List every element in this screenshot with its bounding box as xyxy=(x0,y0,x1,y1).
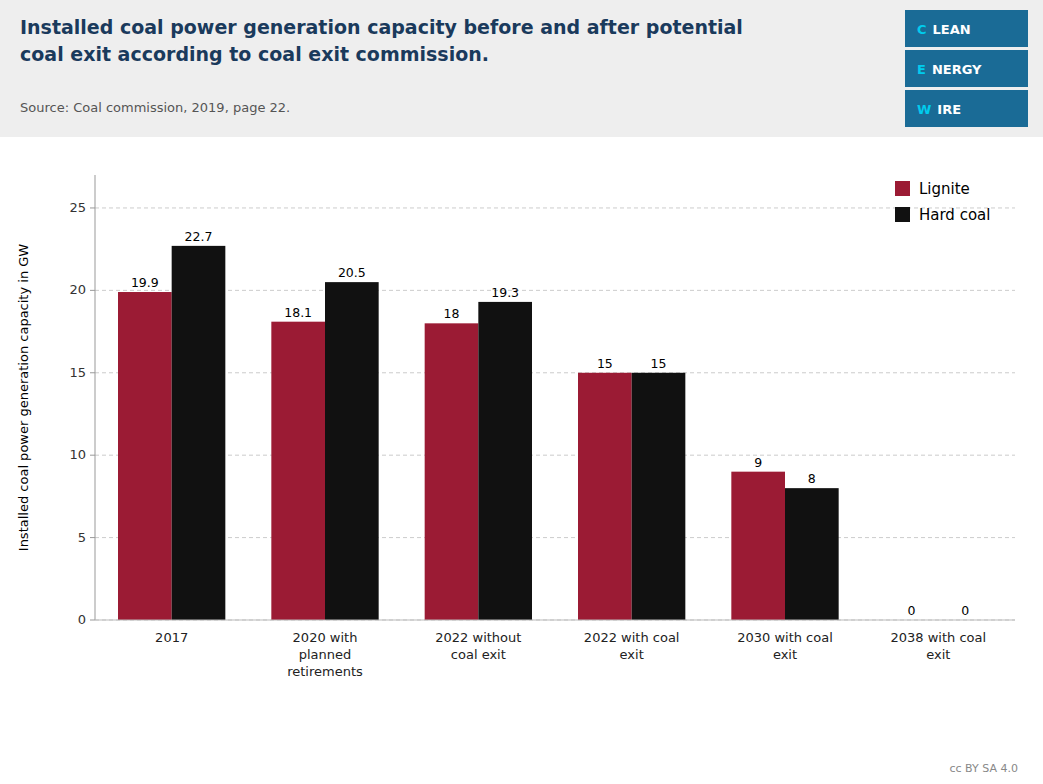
background xyxy=(0,0,1043,784)
title: Installed coal power generation capacity… xyxy=(20,16,743,65)
y-tick-label: 20 xyxy=(69,282,86,297)
logo-box xyxy=(905,90,1028,127)
grid-line xyxy=(95,290,1015,291)
legend-swatch xyxy=(895,207,910,222)
data-label: 19.9 xyxy=(131,275,159,290)
x-tick-label-line: 2022 with coal xyxy=(584,630,680,645)
bar xyxy=(632,373,686,620)
y-tick xyxy=(90,207,95,208)
x-tick-label-line: exit xyxy=(926,647,950,662)
x-tick-label-line: 2020 with xyxy=(293,630,358,645)
y-tick xyxy=(90,537,95,538)
chart-svg: Installed coal power generation capacity… xyxy=(0,0,1043,784)
logo-initial: E xyxy=(917,62,926,77)
logo-rest: LEAN xyxy=(933,22,971,37)
x-tick-label: 2020 with planned retirements xyxy=(287,630,363,679)
y-tick-label: 0 xyxy=(78,612,86,627)
title-line: Installed coal power generation capacity… xyxy=(20,16,743,38)
grid-line xyxy=(95,620,1015,621)
grid-line xyxy=(95,537,1015,538)
y-tick xyxy=(90,455,95,456)
logo-rest: IRE xyxy=(937,102,961,117)
y-axis-label: Installed coal power generation capacity… xyxy=(16,244,31,552)
logo-word: W IRE xyxy=(917,102,961,117)
data-labels: 19.9 18.1 18 15 9 0 22.7 20.5 19.3 15 8 0 xyxy=(131,229,969,618)
license-note: cc BY SA 4.0 xyxy=(950,762,1018,775)
header-background xyxy=(0,0,1043,137)
x-tick-label: 2038 with coal exit xyxy=(891,630,987,662)
data-label: 8 xyxy=(808,471,816,486)
data-label: 15 xyxy=(651,356,667,371)
y-tick xyxy=(90,290,95,291)
legend: Lignite Hard coal xyxy=(895,180,990,224)
bar xyxy=(578,373,632,620)
x-tick-label: 2030 with coal exit xyxy=(737,630,833,662)
x-tick-label: 2022 with coal exit xyxy=(584,630,680,662)
data-label: 18.1 xyxy=(284,305,312,320)
logo-box xyxy=(905,50,1028,87)
logo-box xyxy=(905,10,1028,47)
data-label: 0 xyxy=(961,603,969,618)
data-label: 15 xyxy=(597,356,613,371)
x-tick-label-line: 2017 xyxy=(155,630,188,645)
data-label: 0 xyxy=(908,603,916,618)
grid-line xyxy=(95,372,1015,373)
grid-line xyxy=(95,455,1015,456)
bar xyxy=(172,246,226,620)
chart-container: Installed coal power generation capacity… xyxy=(0,0,1043,784)
x-tick-label-line: 2022 without xyxy=(435,630,521,645)
x-tick-label-line: exit xyxy=(620,647,644,662)
y-tick xyxy=(90,620,95,621)
data-label: 20.5 xyxy=(338,265,366,280)
x-tick-label-line: 2030 with coal xyxy=(737,630,833,645)
x-axis-line xyxy=(95,620,1015,621)
bar xyxy=(425,323,479,620)
x-tick-label-line: coal exit xyxy=(451,647,506,662)
bar xyxy=(478,302,532,620)
logo-rest: NERGY xyxy=(932,62,982,77)
y-tick-label: 15 xyxy=(69,365,86,380)
logo-initial: C xyxy=(917,22,927,37)
grid-line xyxy=(95,207,1015,208)
x-tick-label-line: retirements xyxy=(287,664,363,679)
data-label: 9 xyxy=(754,455,762,470)
x-tick-label-line: exit xyxy=(773,647,797,662)
y-tick-label: 10 xyxy=(69,447,86,462)
bar xyxy=(785,488,839,620)
y-tick-label: 25 xyxy=(69,200,86,215)
title-line: coal exit according to coal exit commiss… xyxy=(20,43,489,65)
bar xyxy=(325,282,379,620)
data-label: 18 xyxy=(444,306,460,321)
bar xyxy=(118,292,172,620)
legend-label: Lignite xyxy=(919,180,970,198)
source-note: Source: Coal commission, 2019, page 22. xyxy=(20,100,290,115)
data-label: 22.7 xyxy=(185,229,213,244)
x-tick-label-line: planned xyxy=(299,647,352,662)
x-tick-label: 2022 without coal exit xyxy=(435,630,521,662)
data-label: 19.3 xyxy=(491,285,519,300)
bar xyxy=(731,472,785,620)
y-axis-line xyxy=(95,175,96,620)
bar xyxy=(271,322,325,620)
logo-word: E NERGY xyxy=(917,62,982,77)
x-tick-label-line: 2038 with coal xyxy=(891,630,987,645)
y-tick-label: 5 xyxy=(78,530,86,545)
logo-word: C LEAN xyxy=(917,22,971,37)
legend-swatch xyxy=(895,181,910,196)
y-tick xyxy=(90,372,95,373)
logo-initial: W xyxy=(917,102,931,117)
bars xyxy=(118,246,839,620)
legend-label: Hard coal xyxy=(919,206,990,224)
x-tick-label: 2017 xyxy=(155,630,188,645)
